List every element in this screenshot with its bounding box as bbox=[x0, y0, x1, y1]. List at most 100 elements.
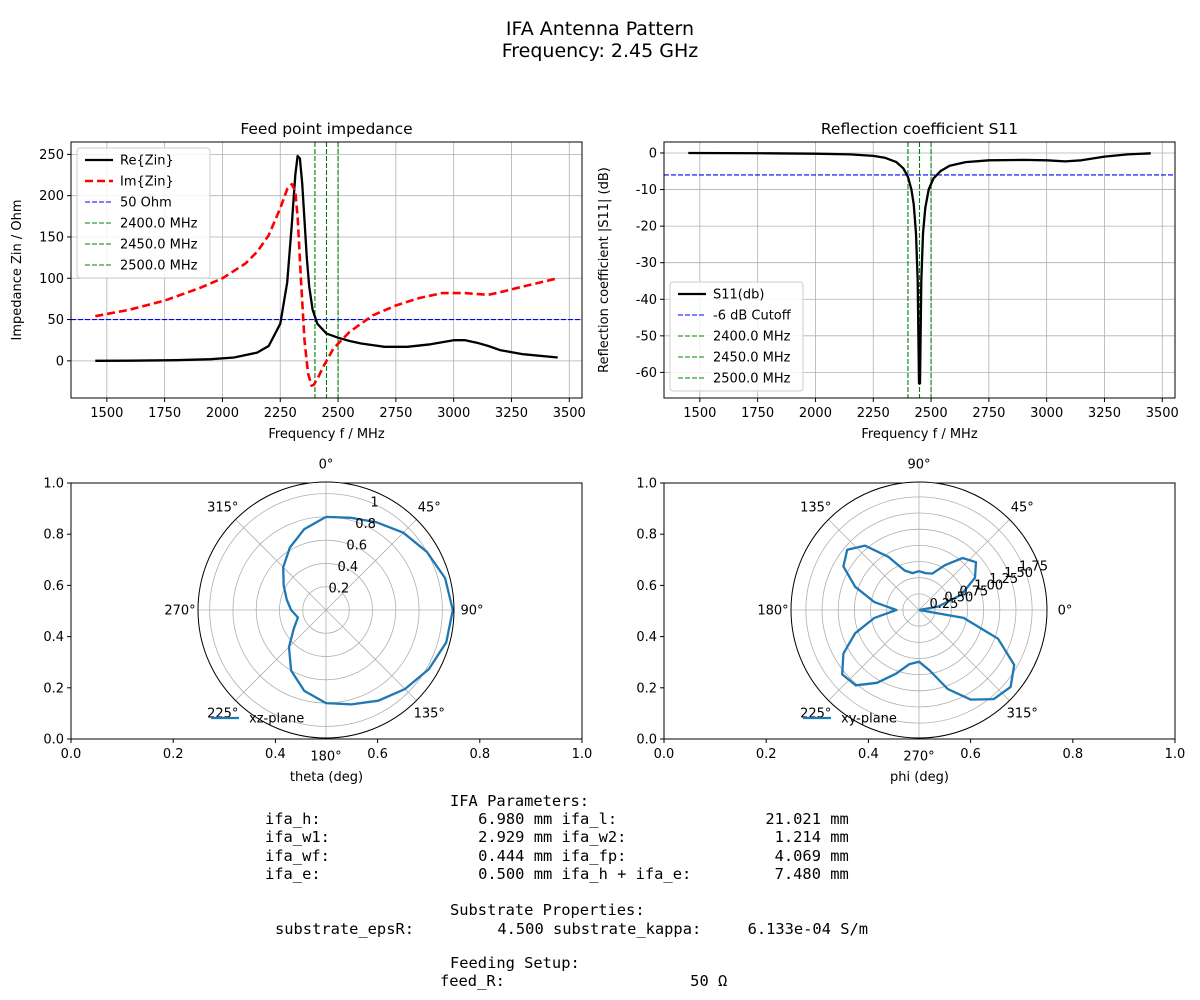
s11-chart: 1500 1750 2000 2250 2500 2750 3000 3250 3500 0 -10… bbox=[597, 120, 1179, 442]
x-tick-label: 0.8 bbox=[1062, 747, 1083, 762]
x-tick-label: 0.0 bbox=[61, 747, 82, 762]
angular-gridline bbox=[235, 609, 327, 701]
legend-label: -6 dB Cutoff bbox=[713, 309, 792, 324]
legend-label: 50 Ohm bbox=[120, 196, 172, 211]
legend-frame bbox=[669, 281, 804, 392]
radial-tick-label: 1.75 bbox=[1019, 560, 1048, 575]
angle-tick-label: 45° bbox=[418, 500, 441, 515]
y-tick-label: 100 bbox=[39, 272, 64, 287]
y-tick-label: 0 bbox=[649, 146, 657, 161]
x-tick-label: 2750 bbox=[379, 406, 412, 421]
y-tick-label: 250 bbox=[39, 148, 64, 163]
angle-tick-label: 180° bbox=[757, 604, 788, 619]
x-tick-label: 0.4 bbox=[265, 747, 286, 762]
angle-tick-label: 225° bbox=[800, 707, 831, 722]
series-line bbox=[688, 151, 1151, 385]
angle-tick-label: 270° bbox=[903, 750, 934, 765]
radial-tick-label: 0.4 bbox=[337, 560, 358, 575]
x-tick-label: 1.0 bbox=[572, 747, 593, 762]
parameters-panel: IFA Parameters: ifa_h: 6.980 mm ifa_l: 2… bbox=[0, 790, 1200, 995]
chart-title: Feed point impedance bbox=[240, 120, 412, 138]
angular-gridline bbox=[828, 519, 920, 611]
y-axis-label: Impedance Zin / Ohm bbox=[10, 199, 25, 340]
angular-gridline bbox=[918, 519, 1010, 611]
x-tick-label: 0.2 bbox=[163, 747, 184, 762]
x-tick-label: 1500 bbox=[683, 406, 716, 421]
ifa-parameter-row: ifa_w1: 2.929 mm ifa_w2: 1.214 mm bbox=[265, 828, 849, 846]
x-tick-label: 0.0 bbox=[654, 747, 675, 762]
polar-frame bbox=[790, 481, 1048, 739]
angle-tick-label: 0° bbox=[319, 458, 334, 473]
x-tick-label: 2250 bbox=[857, 406, 890, 421]
x-tick-label: 1500 bbox=[90, 406, 123, 421]
radial-tick-label: 0.75 bbox=[959, 584, 988, 599]
radial-tick-label: 0.25 bbox=[929, 597, 958, 612]
angle-tick-label: 135° bbox=[414, 707, 445, 722]
ifa-parameter-row: ifa_h: 6.980 mm ifa_l: 21.021 mm bbox=[265, 810, 849, 828]
impedance-chart: 1500 1750 2000 2250 2500 2750 3000 3250 3500 0 50 1… bbox=[10, 120, 586, 442]
feed-parameter-row: feed_R: 50 Ω bbox=[440, 972, 728, 990]
x-tick-label: 3250 bbox=[1088, 406, 1121, 421]
angular-gridline bbox=[828, 609, 920, 701]
x-axis-label: Frequency f / MHz bbox=[268, 427, 385, 442]
polar-frame bbox=[197, 481, 455, 739]
y-tick-label: -60 bbox=[636, 366, 657, 381]
y-tick-label: -20 bbox=[636, 220, 657, 235]
x-tick-label: 1.0 bbox=[1165, 747, 1186, 762]
series-line bbox=[95, 182, 558, 387]
y-tick-label: 50 bbox=[47, 313, 64, 328]
substrate-properties-header: Substrate Properties: bbox=[450, 901, 645, 919]
x-tick-label: 2250 bbox=[264, 406, 297, 421]
radial-tick-label: 0.8 bbox=[355, 517, 376, 532]
x-tick-label: 3250 bbox=[495, 406, 528, 421]
y-tick-label: 0 bbox=[56, 354, 64, 369]
angular-gridline bbox=[325, 519, 417, 611]
legend-label: S11(db) bbox=[713, 288, 764, 303]
angular-gridline bbox=[235, 519, 327, 611]
angle-tick-label: 135° bbox=[800, 500, 831, 515]
series-line bbox=[282, 515, 454, 706]
angle-tick-label: 225° bbox=[207, 707, 238, 722]
y-tick-label: 0.0 bbox=[43, 733, 64, 748]
radial-tick-label: 0.6 bbox=[346, 538, 367, 553]
angle-tick-label: 45° bbox=[1011, 500, 1034, 515]
axes-frame bbox=[70, 141, 583, 399]
y-tick-label: 0.8 bbox=[636, 528, 657, 543]
series-line bbox=[95, 154, 558, 362]
substrate-parameter-row: substrate_epsR: 4.500 substrate_kappa: 6… bbox=[275, 920, 869, 938]
feeding-setup-header: Feeding Setup: bbox=[450, 954, 580, 972]
angle-tick-label: 90° bbox=[460, 604, 483, 619]
x-tick-label: 0.6 bbox=[367, 747, 388, 762]
x-tick-label: 1750 bbox=[741, 406, 774, 421]
legend: xz-plane bbox=[211, 712, 304, 727]
radial-tick-label: 1.50 bbox=[1004, 566, 1033, 581]
legend-label: 2500.0 MHz bbox=[713, 372, 791, 387]
x-tick-label: 2000 bbox=[206, 406, 239, 421]
ifa-parameter-row: ifa_wf: 0.444 mm ifa_fp: 4.069 mm bbox=[265, 847, 849, 865]
x-tick-label: 3000 bbox=[1030, 406, 1063, 421]
x-tick-label: 3500 bbox=[553, 406, 586, 421]
legend-label: Re{Zin} bbox=[120, 154, 174, 169]
series-line bbox=[841, 544, 1016, 701]
y-tick-label: 0.0 bbox=[636, 733, 657, 748]
chart-title: Reflection coefficient S11 bbox=[821, 120, 1018, 138]
x-axis-label: Frequency f / MHz bbox=[861, 427, 978, 442]
legend-label: 2450.0 MHz bbox=[120, 238, 198, 253]
y-tick-label: 0.6 bbox=[636, 579, 657, 594]
y-tick-label: 150 bbox=[39, 230, 64, 245]
y-tick-label: 1.0 bbox=[636, 477, 657, 492]
x-tick-label: 1750 bbox=[148, 406, 181, 421]
x-tick-label: 0.4 bbox=[858, 747, 879, 762]
angular-gridline bbox=[918, 609, 1010, 701]
y-tick-label: 0.8 bbox=[43, 528, 64, 543]
y-tick-label: -40 bbox=[636, 293, 657, 308]
x-tick-label: 0.2 bbox=[756, 747, 777, 762]
y-tick-label: 200 bbox=[39, 189, 64, 204]
legend: xy-plane bbox=[803, 712, 897, 727]
figure-title-line2: Frequency: 2.45 GHz bbox=[502, 40, 699, 62]
y-tick-label: 0.2 bbox=[636, 681, 657, 696]
x-tick-label: 2000 bbox=[799, 406, 832, 421]
legend: S11(db) -6 dB Cutoff 2400.0 MHz 2450.0 MHz 2… bbox=[669, 281, 804, 392]
y-tick-label: 0.6 bbox=[43, 579, 64, 594]
